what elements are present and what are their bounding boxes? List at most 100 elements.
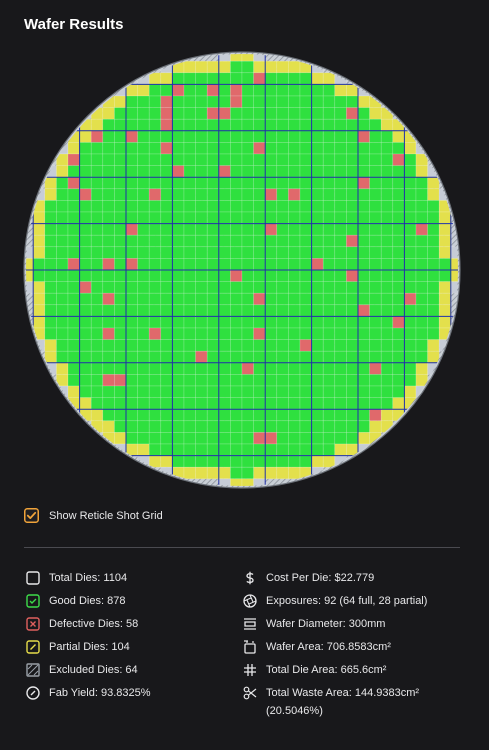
die	[288, 397, 301, 410]
die	[79, 142, 92, 155]
die	[311, 165, 324, 178]
die	[206, 153, 220, 166]
die	[346, 269, 359, 282]
die	[56, 304, 69, 317]
die	[334, 118, 347, 132]
die	[311, 200, 324, 213]
die	[357, 258, 370, 271]
die	[172, 223, 185, 236]
die	[380, 211, 394, 224]
die	[253, 478, 266, 486]
icon	[244, 664, 256, 676]
die	[114, 258, 127, 271]
die	[276, 107, 289, 120]
die	[206, 188, 220, 201]
die	[102, 188, 115, 201]
die	[392, 281, 405, 294]
icon	[26, 640, 40, 654]
die	[148, 84, 162, 97]
die	[311, 84, 324, 97]
die	[322, 246, 336, 259]
die	[288, 362, 301, 375]
die	[276, 246, 289, 259]
die	[322, 316, 336, 329]
die	[299, 72, 312, 85]
die	[183, 211, 196, 224]
die	[380, 153, 394, 166]
die	[195, 443, 208, 456]
die	[311, 223, 324, 236]
die	[125, 350, 138, 364]
die	[299, 432, 312, 445]
die	[195, 316, 208, 329]
die	[102, 420, 115, 433]
die	[322, 304, 336, 317]
die	[44, 200, 57, 213]
die	[404, 316, 417, 329]
reticle-toggle[interactable]: Show Reticle Shot Grid	[24, 508, 163, 523]
die	[253, 397, 266, 410]
die	[380, 316, 394, 329]
die	[218, 211, 231, 224]
die	[218, 142, 231, 155]
die	[357, 350, 370, 364]
die	[322, 327, 336, 340]
die	[241, 374, 254, 387]
stat-text: Total Waste Area: 144.9383cm² (20.5046%)	[266, 687, 420, 717]
die	[299, 362, 312, 375]
die	[380, 292, 394, 306]
die	[160, 362, 173, 375]
die	[264, 107, 278, 120]
die	[288, 118, 301, 132]
die	[264, 258, 278, 271]
die	[195, 118, 208, 132]
die	[299, 408, 312, 422]
die	[172, 316, 185, 329]
die	[56, 269, 69, 282]
die	[148, 188, 162, 201]
die	[322, 95, 336, 108]
die	[288, 292, 301, 306]
stat-row: Partial Dies: 104	[26, 638, 130, 656]
die	[346, 385, 359, 398]
die	[206, 246, 220, 259]
die	[241, 362, 254, 375]
die	[311, 176, 324, 190]
die	[311, 281, 324, 294]
die	[26, 269, 34, 282]
checkbox[interactable]	[24, 508, 39, 523]
die	[230, 478, 243, 486]
die	[311, 269, 324, 282]
die	[334, 258, 347, 271]
die	[79, 211, 92, 224]
die	[380, 327, 394, 340]
die	[56, 234, 69, 248]
die	[299, 350, 312, 364]
die	[172, 455, 185, 468]
die	[218, 258, 231, 271]
die	[206, 362, 220, 375]
die	[253, 246, 266, 259]
die	[288, 84, 301, 97]
die	[322, 339, 336, 352]
die	[26, 246, 34, 259]
die	[276, 304, 289, 317]
die	[322, 350, 336, 364]
die	[311, 188, 324, 201]
die	[369, 246, 382, 259]
die	[276, 281, 289, 294]
die	[357, 269, 370, 282]
die	[264, 316, 278, 329]
die	[288, 60, 301, 74]
die	[253, 362, 266, 375]
die	[195, 292, 208, 306]
die	[79, 339, 92, 352]
die	[322, 72, 336, 85]
die	[241, 200, 254, 213]
die	[322, 234, 336, 248]
die	[392, 327, 405, 340]
die	[183, 304, 196, 317]
die	[369, 374, 382, 387]
die	[195, 176, 208, 190]
die	[427, 223, 440, 236]
